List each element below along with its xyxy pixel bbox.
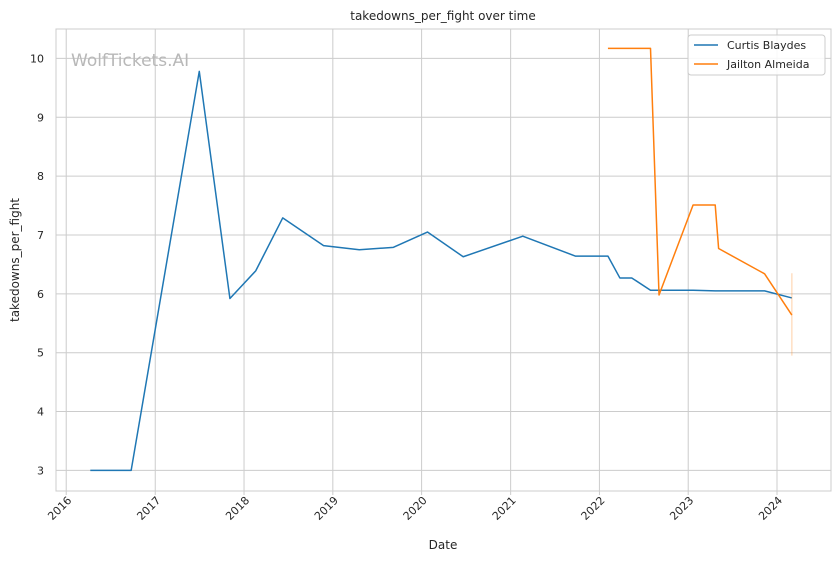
x-tick-label: 2021: [490, 494, 519, 523]
legend-box: [687, 34, 826, 76]
watermark: WolfTickets.AI: [71, 51, 189, 71]
x-tick-label: 2022: [579, 494, 608, 523]
x-tick-label: 2024: [756, 494, 785, 523]
jailton-almeida-line: [607, 47, 793, 316]
x-tick-label: 2023: [667, 494, 696, 523]
y-tick-label: 5: [37, 347, 44, 360]
y-tick-label: 7: [37, 229, 44, 242]
y-tick-label: 6: [37, 288, 44, 301]
y-tick-label: 8: [37, 170, 44, 183]
y-axis-label: takedowns_per_fight: [8, 198, 22, 322]
legend-label-jailton-almeida: Jailton Almeida: [726, 58, 809, 71]
chart-title: takedowns_per_fight over time: [350, 9, 536, 23]
y-tick-label: 10: [30, 52, 44, 65]
x-tick-label: 2016: [45, 494, 74, 523]
y-tick-label: 3: [37, 464, 44, 477]
y-tick-label: 9: [37, 111, 44, 124]
y-tick-label: 4: [37, 406, 44, 419]
x-tick-label: 2020: [401, 494, 430, 523]
legend: Curtis Blaydes Jailton Almeida: [687, 34, 826, 76]
x-tick-label: 2018: [223, 494, 252, 523]
x-tick-label: 2017: [134, 494, 163, 523]
x-tick-label: 2019: [312, 494, 341, 523]
legend-label-curtis-blaydes: Curtis Blaydes: [727, 39, 806, 52]
x-axis-label: Date: [429, 538, 458, 552]
plot-area: [55, 28, 832, 492]
curtis-blaydes-line: [90, 70, 793, 472]
